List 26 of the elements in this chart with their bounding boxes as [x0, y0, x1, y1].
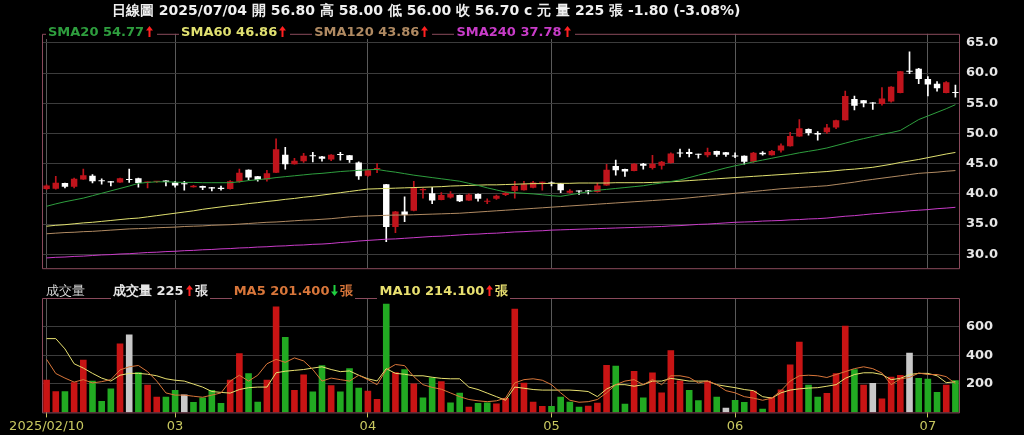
x-tick-label: 07	[919, 417, 937, 433]
y-tick-label: 30.0	[966, 245, 999, 261]
y-tick-label: 55.0	[966, 94, 999, 110]
text: MA5 201.400 張	[233, 283, 354, 298]
y-tick-label: 65.0	[966, 34, 999, 50]
text: SMA60 46.86	[181, 24, 278, 39]
y-tick-label: 40.0	[966, 185, 999, 201]
x-tick-label: 06	[726, 417, 744, 433]
text: MA10 214.100 張	[379, 283, 509, 298]
text: SMA240 37.78	[456, 24, 562, 39]
text: SMA20 54.77	[48, 24, 145, 39]
y-tick-label: 35.0	[966, 215, 999, 231]
x-tick-label: 2025/02/10	[9, 417, 85, 433]
y-tick-label: 45.0	[966, 155, 999, 171]
y-tick-label: 60.0	[966, 64, 999, 80]
text: 成交量 225 張	[113, 283, 208, 298]
x-tick-label: 04	[359, 417, 377, 433]
x-tick-label: 03	[166, 417, 184, 433]
x-tick-label: 05	[543, 417, 560, 433]
y-tick-label: 400	[966, 346, 994, 362]
chart-title: 日線圖 2025/07/04 開 56.80 高 58.00 低 56.00 收 56.70 c 元 量 225 張 -1.80 (-3.08%)	[112, 2, 741, 20]
text: SMA120 43.86	[314, 24, 420, 39]
y-tick-label: 50.0	[966, 124, 999, 140]
y-tick-label: 600	[966, 317, 994, 333]
y-tick-label: 200	[966, 375, 994, 391]
chart-title: 成交量	[46, 282, 85, 300]
